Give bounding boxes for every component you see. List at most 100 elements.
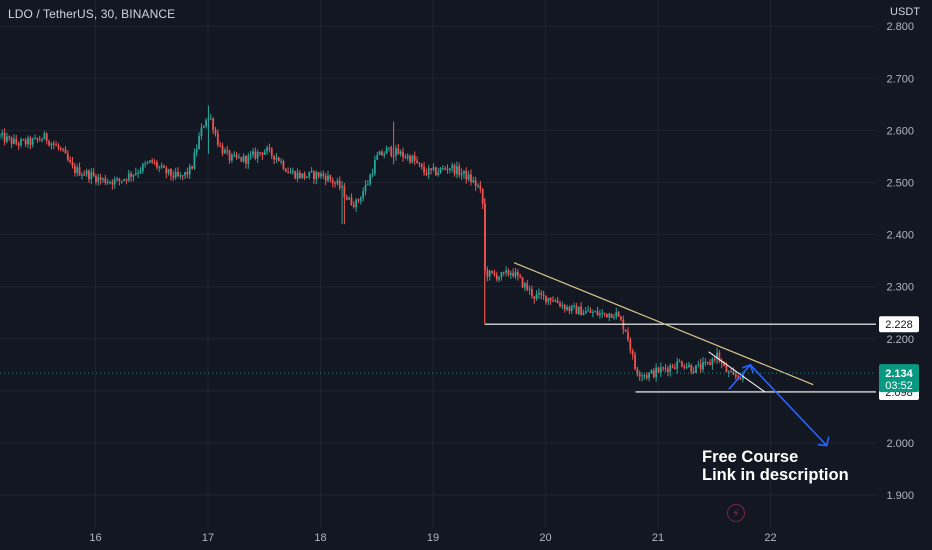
candle-body xyxy=(308,171,311,177)
candle-body xyxy=(598,313,601,316)
candle-body xyxy=(577,306,580,314)
y-tick-label: 2.700 xyxy=(886,73,914,85)
candle-body xyxy=(55,144,58,146)
candle-body xyxy=(66,153,69,160)
candle-body xyxy=(523,283,526,288)
candle-body xyxy=(188,166,191,175)
candle-body xyxy=(486,270,489,277)
y-tick-label: 2.000 xyxy=(886,438,914,450)
candle-body xyxy=(383,153,386,156)
descending-trendline[interactable] xyxy=(513,262,814,386)
candle-body xyxy=(451,165,454,169)
candle-body xyxy=(594,311,597,313)
candle-body xyxy=(570,305,573,311)
candle-body xyxy=(448,168,451,170)
candle-body xyxy=(29,137,32,145)
annotation-line-2: Link in description xyxy=(702,466,849,484)
candle-body xyxy=(688,364,690,367)
candle-body xyxy=(395,148,397,157)
candle-body xyxy=(212,118,215,131)
candle-body xyxy=(298,172,301,178)
candle-body xyxy=(446,169,449,171)
candle-body xyxy=(711,358,714,365)
candle-body xyxy=(205,119,208,127)
candle-body xyxy=(148,160,151,163)
currency-label[interactable]: USDT xyxy=(890,6,920,18)
candle-body xyxy=(336,180,339,184)
candle-body xyxy=(699,364,702,370)
candle-body xyxy=(463,170,465,174)
x-tick-label: 17 xyxy=(202,532,214,544)
candle-body xyxy=(727,371,730,373)
candle-body xyxy=(526,283,529,290)
candle-body xyxy=(470,174,472,183)
candle-body xyxy=(277,157,280,162)
candle-body xyxy=(720,361,723,364)
candle-body xyxy=(427,168,430,175)
x-tick-label: 18 xyxy=(314,532,326,544)
candle-body xyxy=(664,367,667,369)
current-price-label: 2.134 xyxy=(885,368,913,380)
candle-body xyxy=(352,205,355,208)
candle-body xyxy=(582,313,585,316)
current-price-badge[interactable] xyxy=(879,364,919,393)
wedge-line[interactable] xyxy=(708,351,766,393)
arrow-head-down xyxy=(817,436,830,447)
candle-body xyxy=(106,182,109,184)
candle-body xyxy=(31,138,34,145)
candle-body xyxy=(566,307,568,310)
candle-body xyxy=(6,136,8,142)
candle-body xyxy=(425,172,428,175)
candle-body xyxy=(423,166,425,173)
candle-body xyxy=(259,152,261,154)
candle-body xyxy=(392,155,395,157)
candle-body xyxy=(561,305,564,307)
candle-body xyxy=(327,175,329,181)
symbol-title[interactable]: LDO / TetherUS, 30, BINANCE xyxy=(8,7,176,21)
candle-body xyxy=(22,139,25,141)
candle-body xyxy=(652,370,655,377)
candle-body xyxy=(160,165,163,168)
candle-body xyxy=(158,167,161,169)
x-tick-label: 20 xyxy=(539,532,551,544)
candle-body xyxy=(678,361,681,363)
candle-body xyxy=(439,168,442,173)
candle-body xyxy=(228,150,231,161)
candle-body xyxy=(99,177,102,180)
candle-body xyxy=(139,170,142,173)
candle-body xyxy=(589,310,592,313)
candle-body xyxy=(514,271,517,277)
lightning-bolt-icon[interactable]: ⚡ xyxy=(727,504,745,522)
annotation-line-1: Free Course xyxy=(702,448,799,466)
candle-body xyxy=(348,197,350,200)
candle-body xyxy=(519,275,522,278)
candle-body xyxy=(120,180,123,182)
candle-body xyxy=(165,167,168,174)
candle-body xyxy=(643,375,646,377)
candle-body xyxy=(102,178,104,180)
candle-body xyxy=(301,173,304,178)
candle-body xyxy=(322,173,325,176)
candle-body xyxy=(608,313,611,318)
candle-body xyxy=(223,149,226,154)
candle-body xyxy=(474,180,477,186)
candle-body xyxy=(291,171,294,173)
candle-body xyxy=(596,311,599,316)
candle-body xyxy=(702,362,704,370)
candle-body xyxy=(509,272,512,275)
candle-body xyxy=(34,138,36,140)
candle-body xyxy=(420,163,423,167)
arrow-head-up xyxy=(741,363,754,374)
candle-body xyxy=(477,185,479,187)
candle-body xyxy=(732,372,735,375)
candle-body xyxy=(256,152,259,159)
candle-body xyxy=(669,365,672,372)
candle-body xyxy=(207,118,210,120)
candle-body xyxy=(338,180,341,188)
candle-body xyxy=(366,183,369,185)
candle-body xyxy=(591,312,594,314)
candle-body xyxy=(280,161,283,163)
level-price-badge[interactable] xyxy=(879,316,919,333)
